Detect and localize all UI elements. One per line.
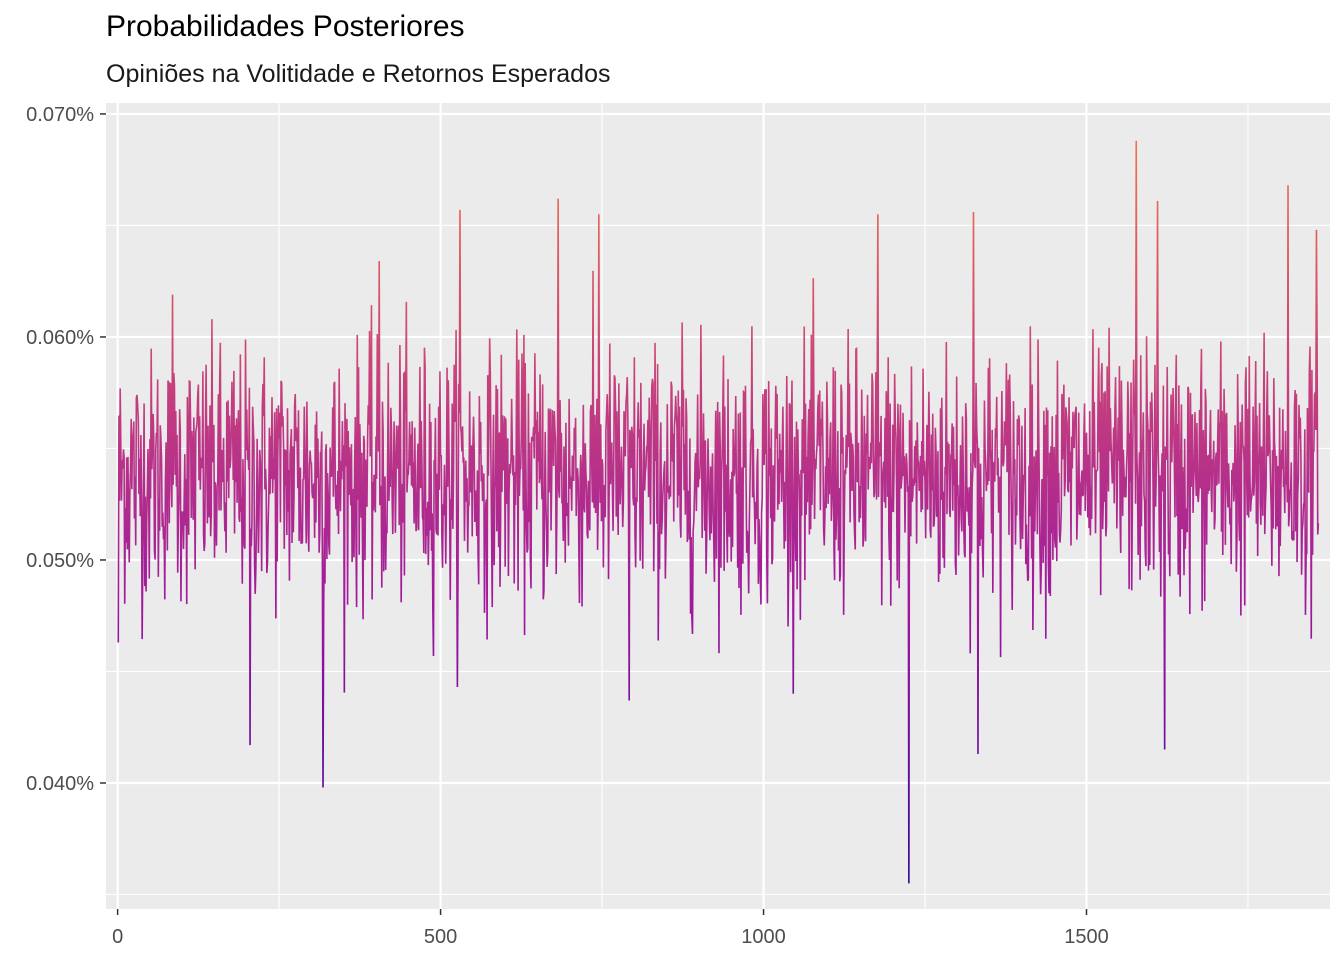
- chart-subtitle: Opiniões na Volitidade e Retornos Espera…: [106, 60, 611, 88]
- chart-title: Probabilidades Posteriores: [106, 10, 465, 43]
- x-tick-label: 0: [112, 926, 123, 948]
- x-tick-label: 500: [424, 926, 457, 948]
- x-tick-label: 1000: [741, 926, 786, 948]
- y-tick-label: 0.040%: [26, 773, 94, 795]
- axes: 0.040% 0.050% 0.060% 0.070% 0 500 1000 1500: [26, 104, 1109, 948]
- y-tick-label: 0.070%: [26, 104, 94, 126]
- x-tick-label: 1500: [1064, 926, 1109, 948]
- posterior-probability-line: [117, 140, 1320, 884]
- data-segments: [117, 140, 1320, 884]
- y-tick-label: 0.050%: [26, 550, 94, 572]
- y-tick-label: 0.060%: [26, 327, 94, 349]
